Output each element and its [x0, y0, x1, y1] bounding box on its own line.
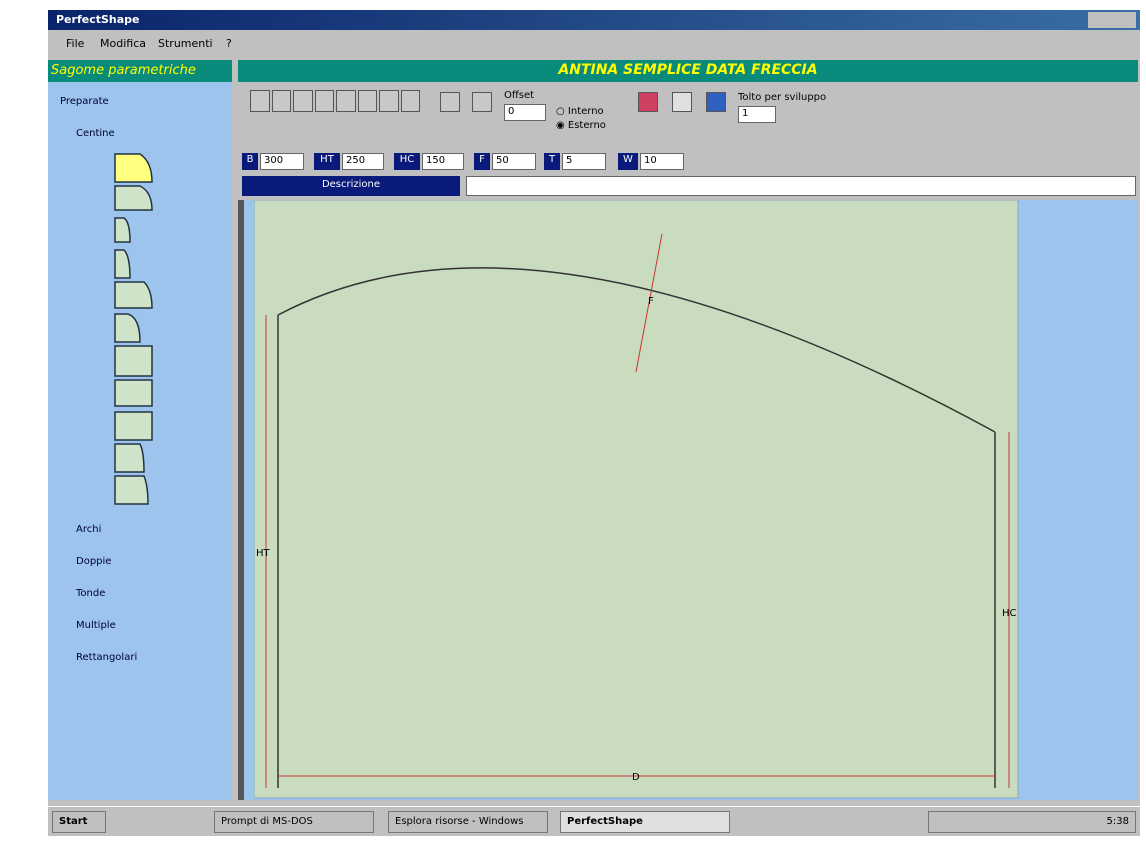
dimension-label: HT [256, 548, 271, 559]
sidebar-title: Sagome parametriche [48, 60, 232, 82]
window-controls[interactable] [1088, 12, 1136, 28]
editor-title: ANTINA SEMPLICE DATA FRECCIA [238, 60, 1138, 82]
tool-button[interactable] [272, 90, 292, 112]
tool-button[interactable] [672, 92, 692, 112]
offset-label: Offset [504, 90, 534, 101]
page: PerfectShape File Modifica Strumenti ? S… [0, 0, 1146, 851]
field-label: T [544, 153, 560, 170]
tree-item[interactable]: Preparate [60, 96, 109, 107]
tool-button[interactable] [315, 90, 335, 112]
toolbar [250, 90, 420, 114]
radio-label: Esterno [568, 120, 606, 131]
field-input[interactable]: 5 [562, 153, 606, 170]
dimension-label: HC [1002, 608, 1017, 619]
radio-label: Interno [568, 106, 604, 117]
field-label: B [242, 153, 258, 170]
tool-button[interactable] [440, 92, 460, 112]
tool-button[interactable] [379, 90, 399, 112]
dimension-label: F [648, 296, 654, 307]
drawing-sheet [254, 200, 1018, 798]
clock: 5:38 [1107, 816, 1129, 827]
tool-button[interactable] [706, 92, 726, 112]
window-title: PerfectShape [56, 13, 139, 26]
offset-input[interactable]: 0 [504, 104, 546, 121]
tolerance-input[interactable]: 1 [738, 106, 776, 123]
tool-button[interactable] [250, 90, 270, 112]
tolerance-label: Tolto per sviluppo [738, 92, 826, 103]
menu-item[interactable]: ? [226, 37, 232, 50]
sidebar: Sagome parametriche Preparate Centine Ar… [48, 60, 232, 800]
tree-item[interactable]: Archi [76, 524, 101, 535]
tool-button[interactable] [293, 90, 313, 112]
tree-item[interactable]: Multiple [76, 620, 116, 631]
field-input[interactable]: 250 [342, 153, 384, 170]
field-label: HT [314, 153, 340, 170]
shape-list [112, 152, 156, 512]
taskbar: Start Prompt di MS-DOS Esplora risorse -… [48, 806, 1140, 836]
tree-item[interactable]: Doppie [76, 556, 111, 567]
drawing: F HT HC D [254, 200, 1074, 800]
radio[interactable]: ◉ Esterno [556, 120, 606, 131]
title-bar: PerfectShape [48, 10, 1140, 30]
tool-button[interactable] [358, 90, 378, 112]
task-button[interactable]: Esplora risorse - Windows [388, 811, 548, 833]
fields: B 300 HT 250 HC 150 F 50 T 5 W 10 [242, 153, 692, 171]
field-input[interactable]: 10 [640, 153, 684, 170]
field-label: HC [394, 153, 420, 170]
tool-button[interactable] [472, 92, 492, 112]
dimension-label: D [632, 772, 640, 783]
menu-item[interactable]: Modifica [100, 37, 146, 50]
field-input[interactable]: 300 [260, 153, 304, 170]
description-label: Descrizione [242, 176, 460, 196]
radio[interactable]: ○ Interno [556, 106, 604, 117]
field-label: F [474, 153, 490, 170]
description-input[interactable] [466, 176, 1136, 196]
tree-item[interactable]: Rettangolari [76, 652, 137, 663]
task-button[interactable]: PerfectShape [560, 811, 730, 833]
tool-button[interactable] [638, 92, 658, 112]
menu-item[interactable]: File [66, 37, 84, 50]
tree-item[interactable]: Tonde [76, 588, 105, 599]
tool-button[interactable] [401, 90, 421, 112]
field-label: W [618, 153, 638, 170]
tool-button[interactable] [336, 90, 356, 112]
field-input[interactable]: 150 [422, 153, 464, 170]
tree-item[interactable]: Centine [76, 128, 115, 139]
tray: 5:38 [928, 811, 1136, 833]
menu-bar: File Modifica Strumenti ? [48, 32, 1140, 56]
window: PerfectShape File Modifica Strumenti ? S… [48, 10, 1140, 836]
menu-item[interactable]: Strumenti [158, 37, 213, 50]
start-button[interactable]: Start [52, 811, 106, 833]
field-input[interactable]: 50 [492, 153, 536, 170]
task-button[interactable]: Prompt di MS-DOS [214, 811, 374, 833]
